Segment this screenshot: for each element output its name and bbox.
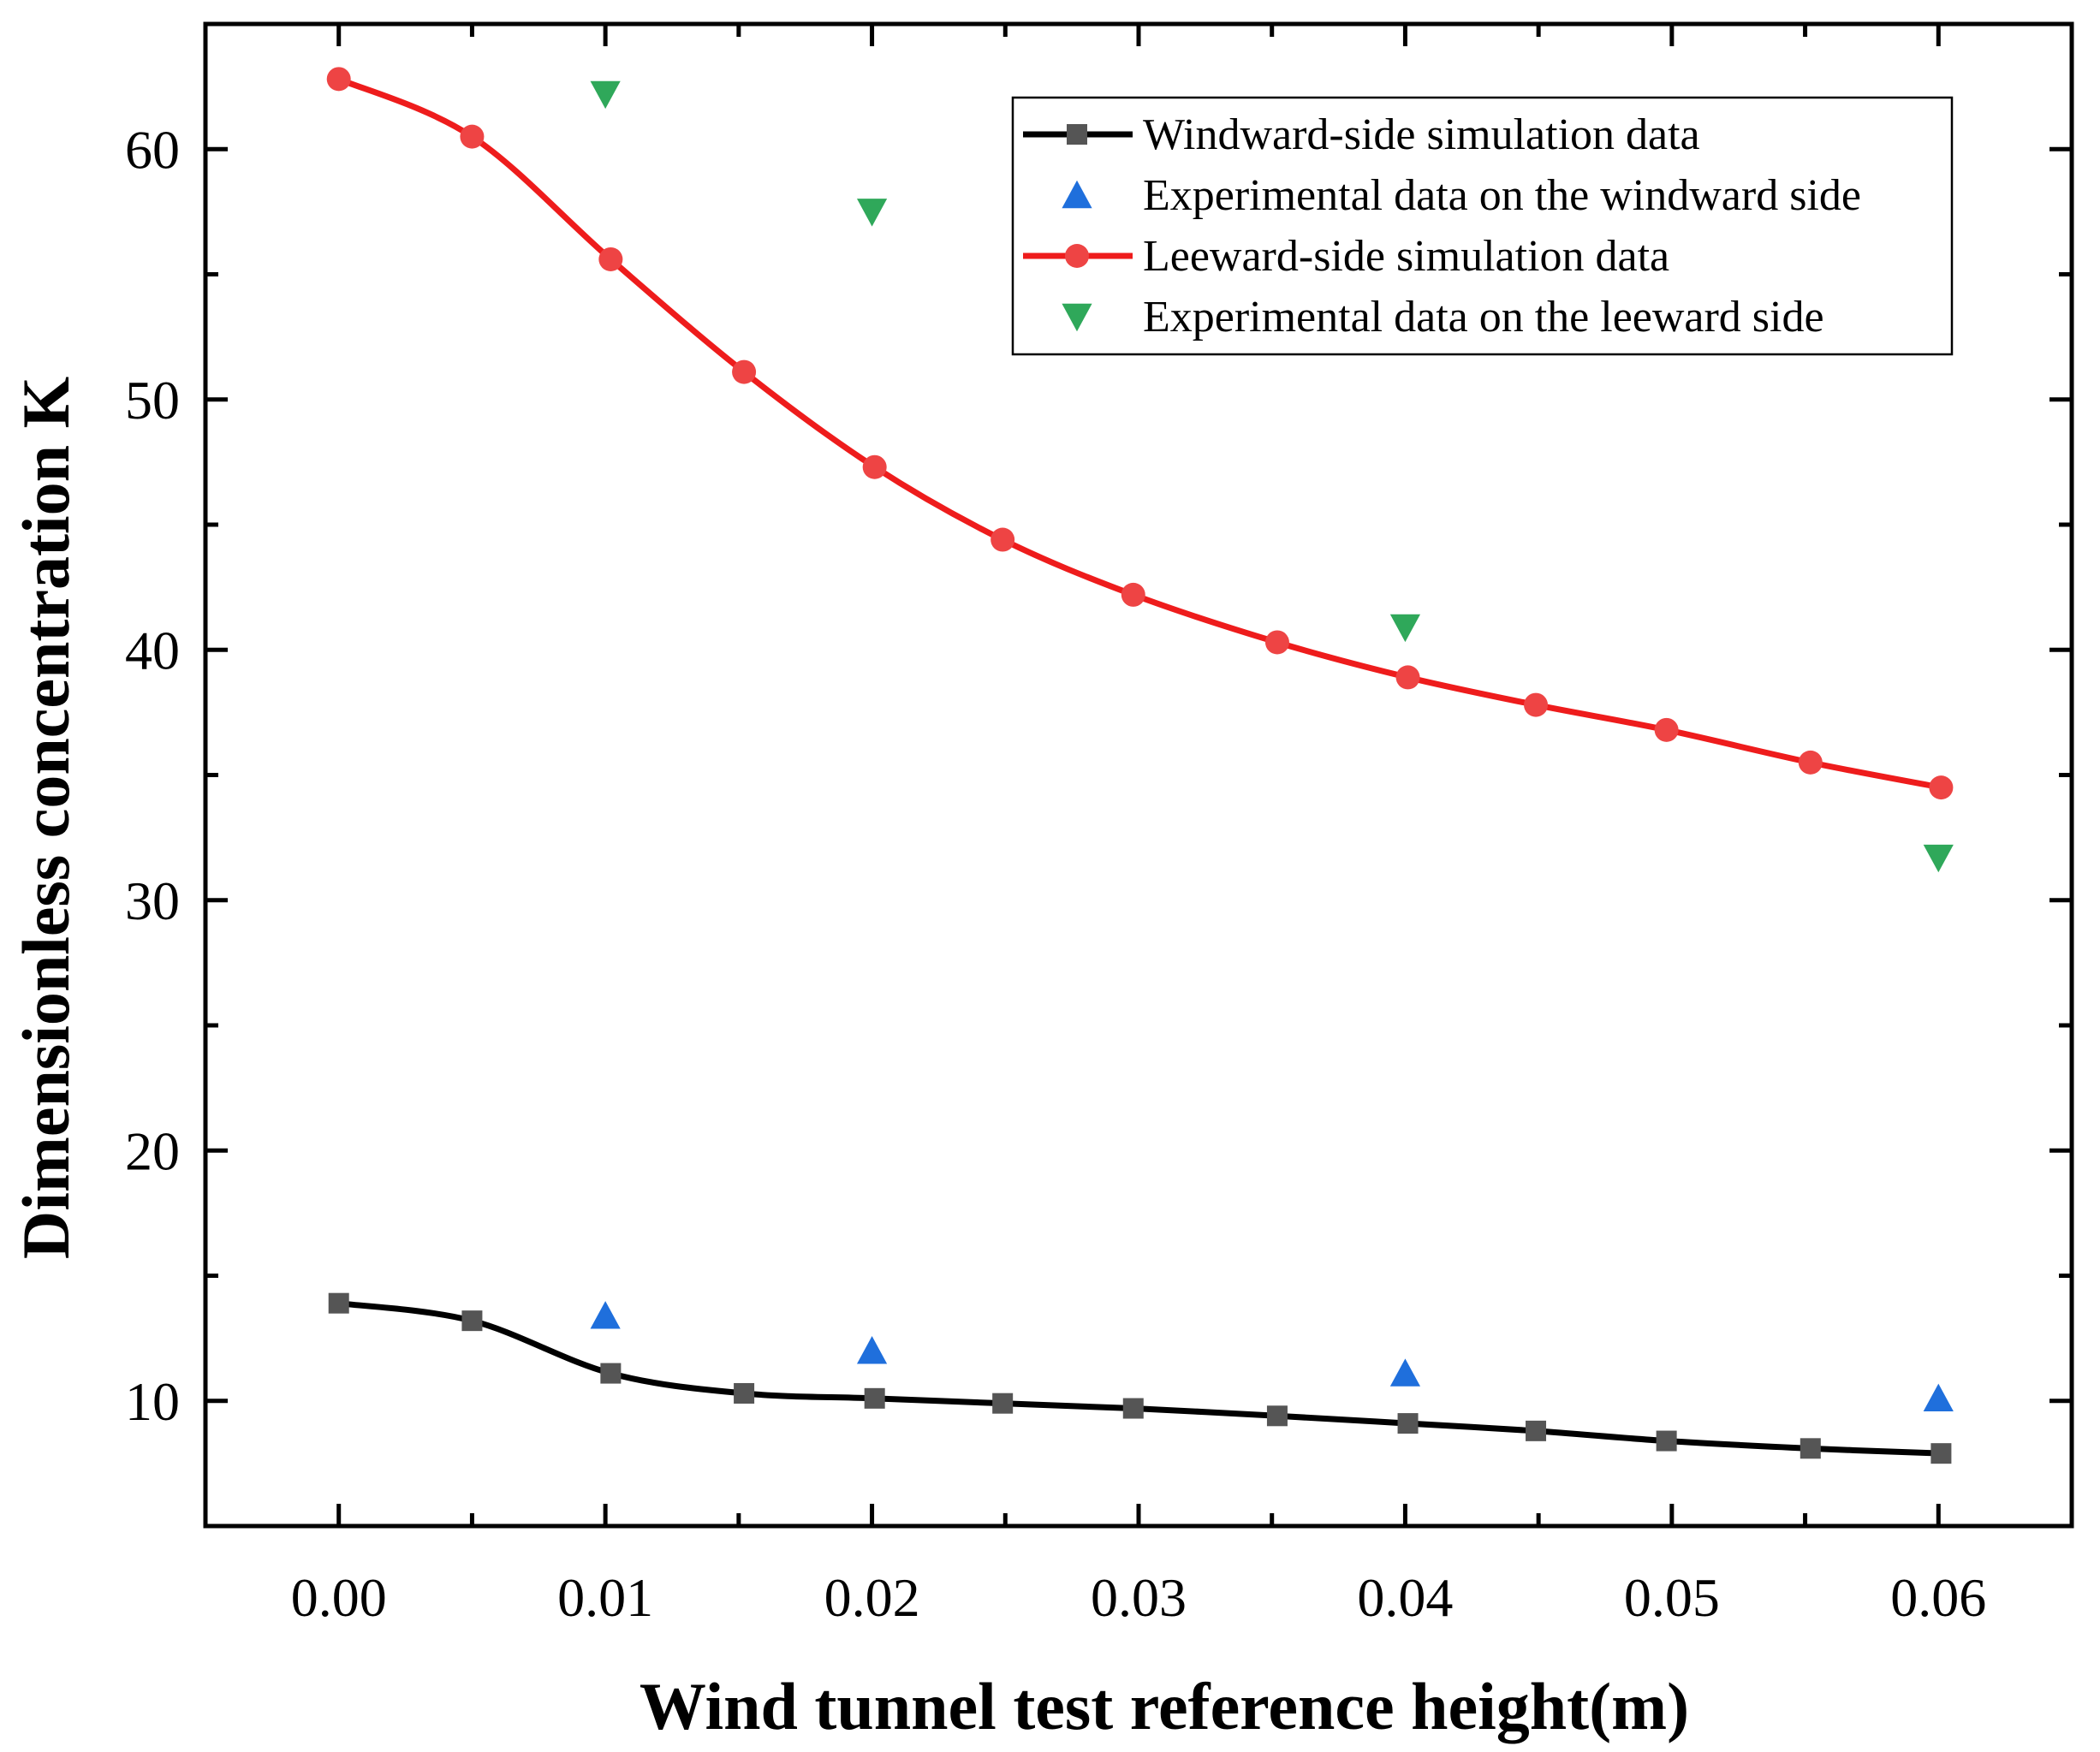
x-tick-label: 0.03 bbox=[1091, 1567, 1187, 1628]
x-axis-title: Wind tunnel test reference height(m) bbox=[640, 1669, 1689, 1743]
data-point-series-2 bbox=[1264, 630, 1289, 655]
data-point-series-3 bbox=[1923, 844, 1954, 873]
x-tick-label: 0.04 bbox=[1357, 1567, 1453, 1628]
legend: Windward-side simulation data Experimenta… bbox=[1011, 96, 1954, 356]
data-point-series-0 bbox=[1122, 1398, 1144, 1419]
data-point-series-2 bbox=[1524, 692, 1549, 717]
data-point-series-0 bbox=[1397, 1413, 1419, 1434]
data-point-series-0 bbox=[1266, 1405, 1288, 1427]
data-point-series-2 bbox=[460, 124, 485, 149]
x-tick-label: 0.01 bbox=[557, 1567, 653, 1628]
data-point-series-2 bbox=[326, 67, 351, 92]
data-point-series-3 bbox=[856, 199, 888, 227]
axis-ticks bbox=[205, 24, 2072, 1526]
legend-marker-2 bbox=[1065, 244, 1089, 268]
legend-label: Experimental data on the leeward side bbox=[1143, 293, 1824, 341]
data-point-series-0 bbox=[600, 1363, 622, 1384]
data-point-series-1 bbox=[590, 1301, 621, 1329]
legend-label: Experimental data on the windward side bbox=[1143, 171, 1861, 220]
data-point-series-1 bbox=[1389, 1358, 1421, 1387]
data-point-series-1 bbox=[1923, 1383, 1954, 1412]
y-tick-label: 20 bbox=[125, 1120, 180, 1181]
data-point-series-0 bbox=[1800, 1438, 1821, 1459]
data-point-series-2 bbox=[1121, 582, 1145, 607]
data-point-series-2 bbox=[732, 359, 757, 384]
data-point-series-0 bbox=[1930, 1443, 1952, 1464]
x-tick-label: 0.00 bbox=[291, 1567, 387, 1628]
data-point-series-2 bbox=[1395, 665, 1420, 690]
data-point-series-1 bbox=[856, 1336, 888, 1364]
x-tick-label: 0.05 bbox=[1624, 1567, 1720, 1628]
legend-marker-0 bbox=[1067, 124, 1087, 145]
y-tick-label: 40 bbox=[125, 620, 180, 680]
y-tick-label: 60 bbox=[125, 119, 180, 180]
legend-marker-1 bbox=[1062, 180, 1092, 209]
data-point-series-0 bbox=[461, 1310, 483, 1332]
data-point-series-2 bbox=[1654, 717, 1679, 742]
data-point-series-0 bbox=[328, 1292, 349, 1314]
data-point-series-3 bbox=[1389, 614, 1421, 643]
data-point-series-3 bbox=[590, 80, 621, 110]
data-point-series-2 bbox=[991, 527, 1015, 552]
x-tick-label: 0.06 bbox=[1890, 1567, 1986, 1628]
y-tick-label: 50 bbox=[125, 370, 180, 431]
legend-label: Windward-side simulation data bbox=[1143, 110, 1700, 159]
data-point-series-2 bbox=[1798, 750, 1823, 775]
data-point-series-2 bbox=[598, 246, 623, 271]
y-axis-title: Dimensionless concentration K bbox=[9, 377, 83, 1260]
y-tick-label: 10 bbox=[125, 1371, 180, 1432]
data-point-series-0 bbox=[734, 1382, 755, 1404]
legend-box bbox=[1011, 96, 1954, 356]
data-point-series-2 bbox=[862, 454, 887, 479]
plot-markers bbox=[326, 67, 1954, 1464]
y-tick-label: 30 bbox=[125, 870, 180, 931]
legend-marker-3 bbox=[1062, 303, 1092, 332]
legend-label: Leeward-side simulation data bbox=[1143, 232, 1669, 281]
data-point-series-0 bbox=[1656, 1430, 1677, 1452]
data-point-series-0 bbox=[992, 1393, 1014, 1414]
data-point-series-0 bbox=[1526, 1420, 1547, 1441]
data-point-series-0 bbox=[864, 1387, 885, 1409]
tick-labels: 0.00 0.01 0.02 0.03 0.04 0.05 0.06 10 20 30 40 50 60 bbox=[125, 119, 1986, 1628]
data-point-series-2 bbox=[1929, 775, 1954, 800]
x-tick-label: 0.02 bbox=[824, 1567, 920, 1628]
